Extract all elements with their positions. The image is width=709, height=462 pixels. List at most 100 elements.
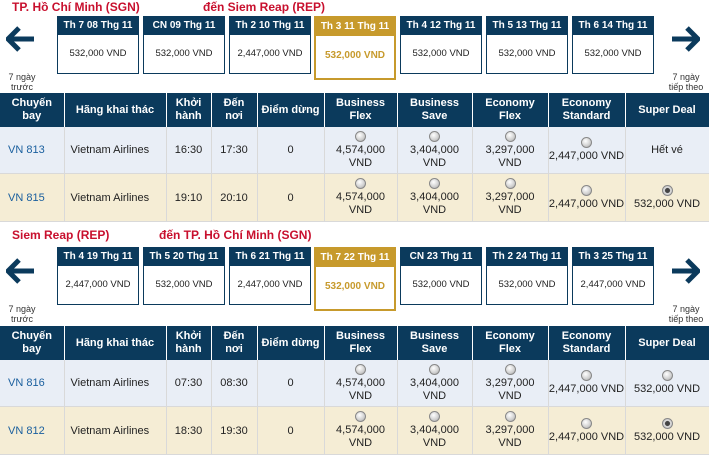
fare-business-save[interactable]: 3,404,000 VND xyxy=(397,406,473,455)
col-economy-flex: Economy Flex xyxy=(472,326,549,360)
next-week-button[interactable] xyxy=(670,26,700,52)
radio-icon[interactable] xyxy=(661,370,673,381)
date-option[interactable]: Th 6 21 Thg 11 2,447,000 VND xyxy=(229,247,311,305)
col-business-save: Business Save xyxy=(397,326,473,360)
fare-business-save[interactable]: 3,404,000 VND xyxy=(397,173,473,222)
arrive-time: 17:30 xyxy=(211,127,258,174)
flight-number: VN 815 xyxy=(0,173,65,222)
prev-week-label[interactable]: 7 ngày trước xyxy=(8,72,36,92)
date-option[interactable]: Th 2 24 Thg 11 532,000 VND xyxy=(486,247,568,305)
fare-business-flex[interactable]: 4,574,000 VND xyxy=(324,127,398,174)
fare-economy-standard[interactable]: 2,447,000 VND xyxy=(548,127,626,174)
date-option[interactable]: Th 5 20 Thg 11 532,000 VND xyxy=(143,247,225,305)
date-option[interactable]: Th 2 10 Thg 11 2,447,000 VND xyxy=(229,16,311,74)
date-price: 532,000 VND xyxy=(69,48,127,59)
date-option[interactable]: Th 5 13 Thg 11 532,000 VND xyxy=(486,16,568,74)
radio-icon[interactable] xyxy=(581,184,592,196)
radio-icon[interactable] xyxy=(355,411,366,422)
radio-icon[interactable] xyxy=(504,178,516,189)
radio-icon[interactable] xyxy=(429,130,440,142)
date-option[interactable]: Th 4 19 Thg 11 2,447,000 VND xyxy=(57,247,139,305)
radio-icon[interactable] xyxy=(581,370,592,381)
radio-icon[interactable] xyxy=(429,363,440,375)
fare-economy-flex[interactable]: 3,297,000 VND xyxy=(472,406,549,455)
date-label: Th 6 21 Thg 11 xyxy=(230,248,310,266)
date-option[interactable]: Th 4 12 Thg 11 532,000 VND xyxy=(400,16,482,74)
date-label: Th 7 22 Thg 11 xyxy=(316,249,394,267)
radio-icon[interactable] xyxy=(661,184,673,196)
date-label: Th 4 19 Thg 11 xyxy=(58,248,138,266)
radio-icon[interactable] xyxy=(504,411,516,422)
fare-business-flex[interactable]: 4,574,000 VND xyxy=(324,406,398,455)
fare-business-save[interactable]: 3,404,000 VND xyxy=(397,360,473,407)
fare-super-deal: Hết vé xyxy=(625,127,709,174)
date-price: 532,000 VND xyxy=(584,48,642,59)
date-option[interactable]: Th 3 25 Thg 11 2,447,000 VND xyxy=(572,247,654,305)
date-label: Th 5 13 Thg 11 xyxy=(487,17,567,35)
fare-price: 3,297,000 VND xyxy=(485,424,535,449)
prev-week-button-return[interactable] xyxy=(6,258,36,284)
radio-icon[interactable] xyxy=(355,178,366,189)
arrow-right-icon xyxy=(672,258,700,284)
fare-super-deal[interactable]: 532,000 VND xyxy=(625,406,709,455)
fare-economy-flex[interactable]: 3,297,000 VND xyxy=(472,360,549,407)
fare-economy-standard[interactable]: 2,447,000 VND xyxy=(548,360,626,407)
col-super-deal: Super Deal xyxy=(625,93,709,127)
date-label: Th 7 08 Thg 11 xyxy=(58,17,138,35)
prev-week-label-return[interactable]: 7 ngày trước xyxy=(8,304,36,324)
date-option[interactable]: Th 7 22 Thg 11 532,000 VND xyxy=(314,247,396,311)
col-operator: Hãng khai thác xyxy=(64,93,167,127)
date-price: 2,447,000 VND xyxy=(237,279,303,290)
date-price: 532,000 VND xyxy=(412,279,470,290)
outbound-origin: TP. Hồ Chí Minh (SGN) xyxy=(12,0,140,14)
radio-icon[interactable] xyxy=(429,411,440,422)
arrow-left-icon xyxy=(6,26,34,52)
stop-count: 0 xyxy=(257,173,325,222)
radio-icon[interactable] xyxy=(355,363,366,375)
date-label: Th 2 24 Thg 11 xyxy=(487,248,567,266)
arrive-time: 19:30 xyxy=(211,406,258,455)
arrow-left-icon xyxy=(6,258,34,284)
fare-super-deal[interactable]: 532,000 VND xyxy=(625,360,709,407)
radio-icon[interactable] xyxy=(504,130,516,142)
flight-row: VN 816 Vietnam Airlines 07:30 08:30 0 4,574,0… xyxy=(0,360,709,407)
fare-price: 2,447,000 VND xyxy=(548,383,625,395)
arrive-time: 08:30 xyxy=(211,360,258,407)
date-option[interactable]: CN 23 Thg 11 532,000 VND xyxy=(400,247,482,305)
fare-business-flex[interactable]: 4,574,000 VND xyxy=(324,360,398,407)
radio-icon[interactable] xyxy=(581,137,592,148)
date-option[interactable]: Th 3 11 Thg 11 532,000 VND xyxy=(314,16,396,80)
flight-row: VN 813 Vietnam Airlines 16:30 17:30 0 4,574,0… xyxy=(0,127,709,174)
next-week-button-return[interactable] xyxy=(670,258,700,284)
radio-icon[interactable] xyxy=(355,130,366,142)
flight-operator: Vietnam Airlines xyxy=(64,173,167,222)
date-label: CN 09 Thg 11 xyxy=(144,17,224,35)
fare-economy-standard[interactable]: 2,447,000 VND xyxy=(548,173,626,222)
date-price: 2,447,000 VND xyxy=(65,279,131,290)
fare-economy-flex[interactable]: 3,297,000 VND xyxy=(472,173,549,222)
fare-super-deal[interactable]: 532,000 VND xyxy=(625,173,709,222)
inbound-destination: đến TP. Hồ Chí Minh (SGN) xyxy=(159,228,312,242)
table-header-row: Chuyến bay Hãng khai thác Khởi hành Đến … xyxy=(0,326,709,360)
date-option[interactable]: CN 09 Thg 11 532,000 VND xyxy=(143,16,225,74)
fare-economy-flex[interactable]: 3,297,000 VND xyxy=(472,127,549,174)
stop-count: 0 xyxy=(257,360,325,407)
fare-economy-standard[interactable]: 2,447,000 VND xyxy=(548,406,626,455)
date-option[interactable]: Th 6 14 Thg 11 532,000 VND xyxy=(572,16,654,74)
date-option[interactable]: Th 7 08 Thg 11 532,000 VND xyxy=(57,16,139,74)
fare-price: 3,404,000 VND xyxy=(410,143,459,169)
next-week-label[interactable]: 7 ngày tiếp theo xyxy=(668,72,704,92)
next-week-label-return[interactable]: 7 ngày tiếp theo xyxy=(668,304,704,324)
radio-icon[interactable] xyxy=(429,178,440,189)
prev-week-button[interactable] xyxy=(6,26,36,52)
fare-business-flex[interactable]: 4,574,000 VND xyxy=(324,173,398,222)
date-label: Th 2 10 Thg 11 xyxy=(230,17,310,35)
radio-icon[interactable] xyxy=(661,417,673,429)
fare-business-save[interactable]: 3,404,000 VND xyxy=(397,127,473,174)
inbound-origin: Siem Reap (REP) xyxy=(12,228,110,242)
radio-icon[interactable] xyxy=(504,363,516,375)
date-label: Th 5 20 Thg 11 xyxy=(144,248,224,266)
radio-icon[interactable] xyxy=(581,417,592,429)
outbound-destination: đến Siem Reap (REP) xyxy=(203,0,326,14)
fare-price: 3,297,000 VND xyxy=(485,191,535,216)
